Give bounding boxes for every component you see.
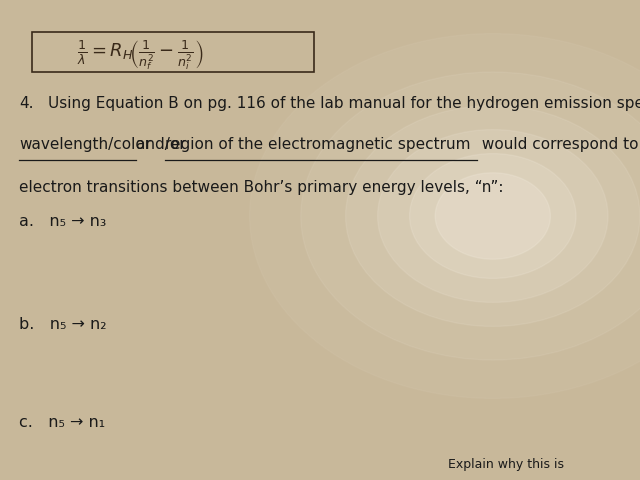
Text: electron transitions between Bohr’s primary energy levels, “n”:: electron transitions between Bohr’s prim… [19, 180, 504, 195]
Circle shape [410, 154, 576, 278]
Circle shape [250, 34, 640, 398]
Text: b.   n₅ → n₂: b. n₅ → n₂ [19, 317, 107, 332]
Text: $\frac{1}{\lambda} = R_H\!\left(\frac{1}{n_f^2} - \frac{1}{n_i^2}\right)$: $\frac{1}{\lambda} = R_H\!\left(\frac{1}… [77, 38, 204, 72]
Circle shape [346, 106, 640, 326]
Text: would correspond to the following: would correspond to the following [477, 137, 640, 152]
Circle shape [435, 173, 550, 259]
Text: and/or: and/or [136, 137, 190, 152]
Text: 4.: 4. [19, 96, 34, 111]
Circle shape [378, 130, 608, 302]
Circle shape [301, 72, 640, 360]
Text: Using Equation B on pg. 116 of the lab manual for the hydrogen emission spectrum: Using Equation B on pg. 116 of the lab m… [48, 96, 640, 111]
Text: Explain why this is: Explain why this is [448, 458, 564, 471]
Text: region of the electromagnetic spectrum: region of the electromagnetic spectrum [165, 137, 470, 152]
Text: a.   n₅ → n₃: a. n₅ → n₃ [19, 214, 107, 228]
Text: wavelength/color: wavelength/color [19, 137, 151, 152]
Text: c.   n₅ → n₁: c. n₅ → n₁ [19, 415, 106, 430]
